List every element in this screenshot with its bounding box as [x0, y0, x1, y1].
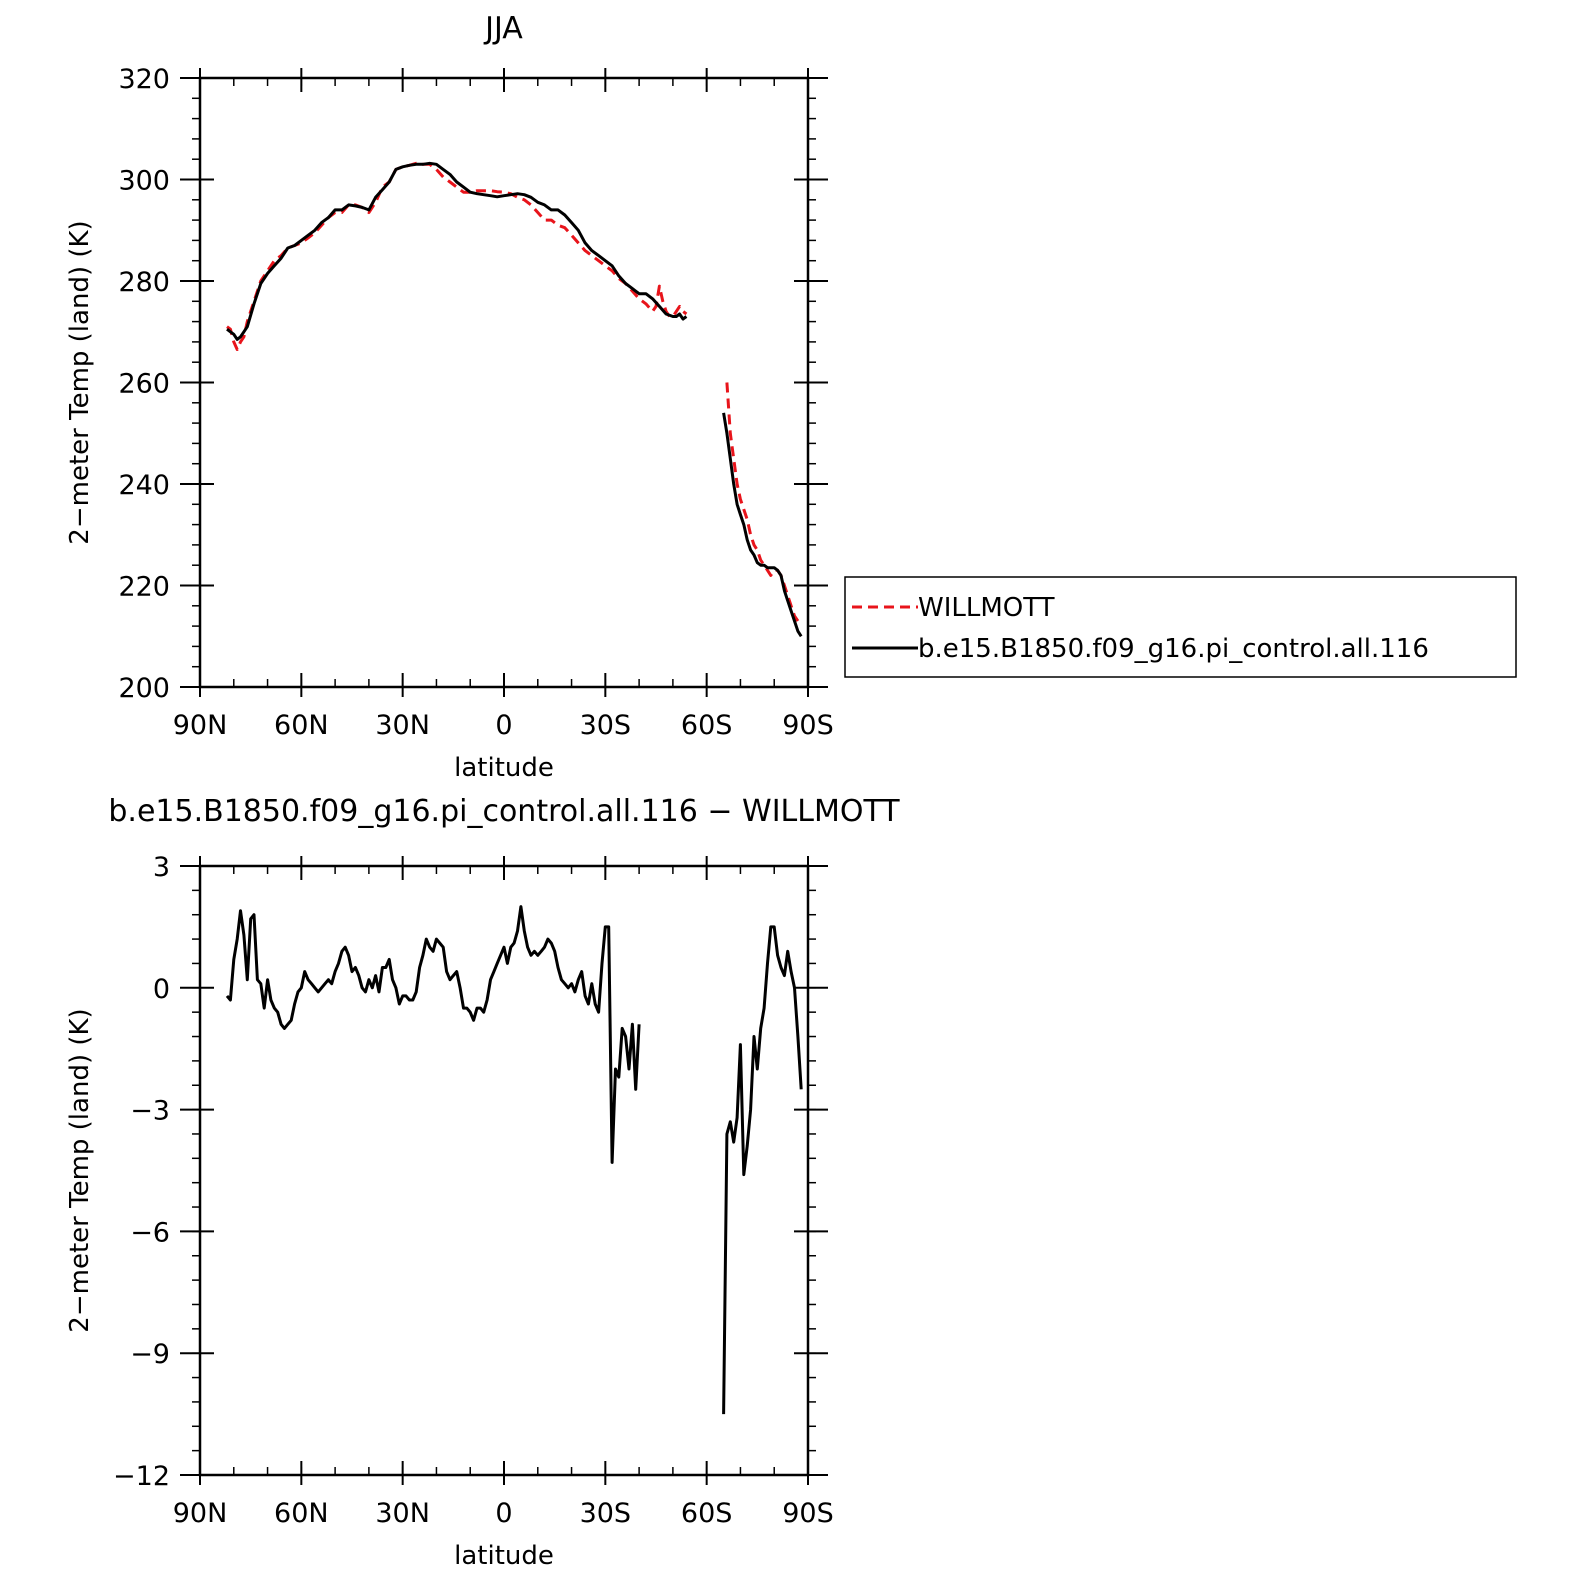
- chart-title: b.e15.B1850.f09_g16.pi_control.all.116 −…: [108, 794, 900, 829]
- x-axis-label: latitude: [454, 753, 554, 783]
- legend-label-model: b.e15.B1850.f09_g16.pi_control.all.116: [918, 634, 1429, 664]
- y-axis-label: 2−meter Temp (land) (K): [65, 1008, 95, 1332]
- series-line-willmott-segment-1: [725, 382, 800, 622]
- y-tick-label: 300: [118, 166, 170, 197]
- series-line-model-segment-0: [225, 905, 641, 1164]
- y-tick-label: 220: [118, 572, 170, 603]
- bottom-panel-difference: b.e15.B1850.f09_g16.pi_control.all.116 −…: [65, 794, 900, 1571]
- x-axis-label: latitude: [454, 1541, 554, 1571]
- x-tick-label: 30S: [580, 1498, 632, 1529]
- x-tick-label: 60N: [274, 1498, 329, 1529]
- legend: WILLMOTT b.e15.B1850.f09_g16.pi_control.…: [844, 576, 1517, 678]
- y-axis-label: 2−meter Temp (land) (K): [65, 220, 95, 544]
- series-line-model-segment-1: [722, 925, 803, 1415]
- plot-frame: [198, 76, 810, 689]
- series-line-model-segment-1: [722, 412, 803, 638]
- x-tick-label: 0: [495, 1498, 512, 1529]
- x-tick-label: 60N: [274, 710, 329, 741]
- y-tick-label: 3: [153, 852, 170, 883]
- x-tick-label: 90N: [173, 710, 228, 741]
- top-panel-jja: JJA 90N 60N 30N 0 30S 60S 90S latitude 200 220 240 2…: [65, 11, 834, 783]
- y-tick-label: 240: [118, 470, 170, 501]
- y-tick-label: 200: [118, 673, 170, 704]
- x-tick-label: 30S: [580, 710, 632, 741]
- plot-frame: [198, 864, 810, 1477]
- y-tick-label: −12: [113, 1461, 170, 1492]
- y-tick-label: 280: [118, 267, 170, 298]
- y-tick-label: −3: [130, 1096, 170, 1127]
- chart-title: JJA: [483, 11, 523, 46]
- x-tick-label: 0: [495, 710, 512, 741]
- x-tick-label: 90S: [782, 1498, 834, 1529]
- x-tick-label: 60S: [681, 1498, 733, 1529]
- series-line-willmott-segment-0: [226, 161, 688, 351]
- legend-box: [844, 576, 1517, 678]
- x-tick-label: 30N: [375, 1498, 430, 1529]
- x-tick-label: 90S: [782, 710, 834, 741]
- y-tick-label: 260: [118, 369, 170, 400]
- y-tick-label: −9: [130, 1339, 170, 1370]
- series-line-model-segment-0: [226, 161, 688, 341]
- legend-label-willmott: WILLMOTT: [918, 593, 1055, 623]
- x-tick-label: 30N: [375, 710, 430, 741]
- y-tick-label: −6: [130, 1217, 170, 1248]
- y-tick-label: 320: [118, 64, 170, 95]
- x-tick-label: 90N: [173, 1498, 228, 1529]
- x-tick-label: 60S: [681, 710, 733, 741]
- y-tick-label: 0: [153, 974, 170, 1005]
